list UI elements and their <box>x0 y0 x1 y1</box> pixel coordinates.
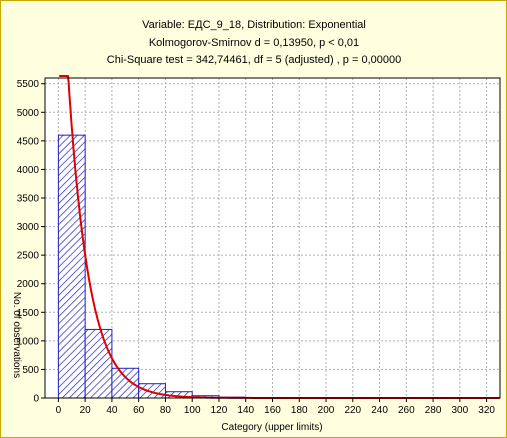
y-tick-label: 5000 <box>17 108 40 119</box>
x-axis-ticks: 0 20 40 60 80 100 120 140 160 180 200 220 240 260 280 3… <box>56 398 495 416</box>
x-tick-label: 200 <box>318 405 335 416</box>
y-tick-label: 4500 <box>17 136 40 147</box>
chart-title-line-1: Variable: ЕДС_9_18, Distribution: Expone… <box>142 19 366 31</box>
histogram-bar <box>57 134 86 399</box>
y-axis-ticks: 0 500 1000 1500 2000 2500 3000 3500 4000 4500 5000… <box>17 79 45 405</box>
chart-title-line-3: Chi-Square test = 342,74461, df = 5 (adj… <box>107 54 401 66</box>
histogram-bar <box>138 383 166 399</box>
x-tick-label: 0 <box>56 405 62 416</box>
y-tick-label: 1000 <box>17 336 40 347</box>
x-tick-label: 260 <box>398 405 415 416</box>
grid-lines <box>45 78 500 399</box>
y-tick-label: 4000 <box>17 165 40 176</box>
y-tick-label: 3000 <box>17 222 40 233</box>
y-tick-label: 2500 <box>17 251 40 262</box>
chart-title-line-2: Kolmogorov-Smirnov d = 0,13950, p < 0,01 <box>149 37 359 49</box>
chart-title: Variable: ЕДС_9_18, Distribution: Expone… <box>107 19 401 66</box>
x-tick-label: 100 <box>184 405 201 416</box>
x-axis-label: Category (upper limits) <box>221 422 322 433</box>
x-tick-label: 60 <box>133 405 145 416</box>
histogram-bar <box>84 328 113 399</box>
y-tick-label: 2000 <box>17 279 40 290</box>
y-tick-label: 1500 <box>17 308 40 319</box>
x-tick-label: 240 <box>371 405 388 416</box>
x-tick-label: 40 <box>106 405 118 416</box>
x-tick-label: 300 <box>452 405 469 416</box>
y-tick-label: 0 <box>33 394 39 405</box>
x-tick-label: 220 <box>344 405 361 416</box>
x-tick-label: 320 <box>478 405 495 416</box>
y-tick-label: 3500 <box>17 194 40 205</box>
x-tick-label: 120 <box>211 405 228 416</box>
y-axis-label: No. of observations <box>11 292 22 378</box>
x-tick-label: 280 <box>425 405 442 416</box>
y-tick-label: 500 <box>22 365 39 376</box>
histogram-bar <box>111 367 140 399</box>
x-tick-label: 80 <box>160 405 172 416</box>
y-tick-label: 5500 <box>17 79 40 90</box>
x-tick-label: 20 <box>80 405 92 416</box>
x-tick-label: 140 <box>237 405 254 416</box>
x-tick-label: 160 <box>264 405 281 416</box>
x-tick-label: 180 <box>291 405 308 416</box>
